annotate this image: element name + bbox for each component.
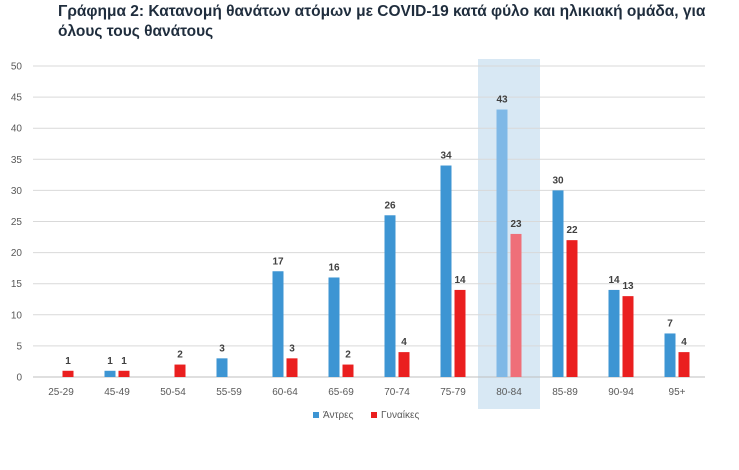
x-tick-label: 65-69	[328, 387, 354, 398]
data-label: 2	[177, 350, 183, 361]
legend-label-women: Γυναίκες	[381, 409, 419, 421]
x-tick-label: 25-29	[48, 387, 74, 398]
bar-men-75-79	[440, 165, 452, 377]
data-label: 3	[219, 343, 225, 354]
data-label: 1	[121, 356, 127, 367]
x-tick-label: 95+	[669, 387, 686, 398]
data-label: 1	[107, 356, 113, 367]
data-label: 4	[681, 337, 687, 348]
bar-men-65-69	[328, 277, 340, 377]
bar-men-90-94	[608, 289, 620, 377]
bar-women-45-49	[118, 370, 130, 377]
y-tick-label: 15	[11, 279, 23, 290]
y-tick-label: 30	[11, 186, 23, 197]
data-label: 34	[440, 151, 452, 162]
data-label: 43	[496, 95, 508, 106]
bar-women-50-54	[174, 364, 186, 377]
highlight-band	[478, 59, 540, 409]
legend-swatch-women	[371, 412, 377, 418]
x-tick-label: 70-74	[384, 387, 410, 398]
legend-swatch-men	[313, 412, 319, 418]
bar-women-90-94	[622, 296, 634, 377]
x-tick-label: 85-89	[552, 387, 578, 398]
data-label: 7	[667, 318, 673, 329]
x-tick-label: 75-79	[440, 387, 466, 398]
data-label: 14	[608, 275, 620, 286]
bar-women-85-89	[566, 240, 578, 377]
bar-women-25-29	[62, 370, 74, 377]
y-tick-label: 35	[11, 155, 23, 166]
bar-men-95+	[664, 333, 676, 377]
data-label: 1	[65, 356, 71, 367]
x-tick-label: 80-84	[496, 387, 522, 398]
data-label: 4	[401, 337, 407, 348]
chart-title: Γράφημα 2: Κατανομή θανάτων ατόμων με CO…	[58, 3, 706, 40]
x-tick-label: 45-49	[104, 387, 130, 398]
data-label: 13	[622, 281, 634, 292]
y-tick-label: 5	[16, 341, 22, 352]
bar-women-65-69	[342, 364, 354, 377]
y-tick-label: 25	[11, 217, 23, 228]
bar-men-80-84	[496, 109, 508, 377]
data-label: 3	[289, 343, 295, 354]
bar-men-70-74	[384, 215, 396, 377]
y-tick-label: 0	[16, 373, 22, 384]
x-tick-label: 90-94	[608, 387, 634, 398]
y-tick-label: 10	[11, 310, 23, 321]
bar-men-55-59	[216, 358, 228, 377]
x-tick-label: 50-54	[160, 387, 186, 398]
x-tick-label: 55-59	[216, 387, 242, 398]
bar-men-85-89	[552, 190, 564, 377]
data-label: 17	[272, 256, 284, 267]
data-label: 30	[552, 175, 564, 186]
data-label: 26	[384, 200, 396, 211]
bar-women-75-79	[454, 289, 466, 377]
bar-men-45-49	[104, 370, 116, 377]
data-label: 23	[510, 219, 522, 230]
bar-women-60-64	[286, 358, 298, 377]
y-tick-label: 45	[11, 93, 23, 104]
y-tick-label: 20	[11, 248, 23, 259]
y-tick-label: 40	[11, 124, 23, 135]
bar-men-60-64	[272, 271, 284, 377]
bar-women-70-74	[398, 352, 410, 377]
data-label: 2	[345, 350, 351, 361]
legend-label-men: Άντρες	[323, 410, 354, 421]
bar-women-95+	[678, 352, 690, 377]
data-label: 16	[328, 262, 340, 273]
data-label: 14	[454, 275, 466, 286]
y-tick-label: 50	[11, 62, 23, 73]
data-label: 22	[566, 225, 578, 236]
bar-women-80-84	[510, 233, 522, 377]
x-tick-label: 60-64	[272, 387, 298, 398]
